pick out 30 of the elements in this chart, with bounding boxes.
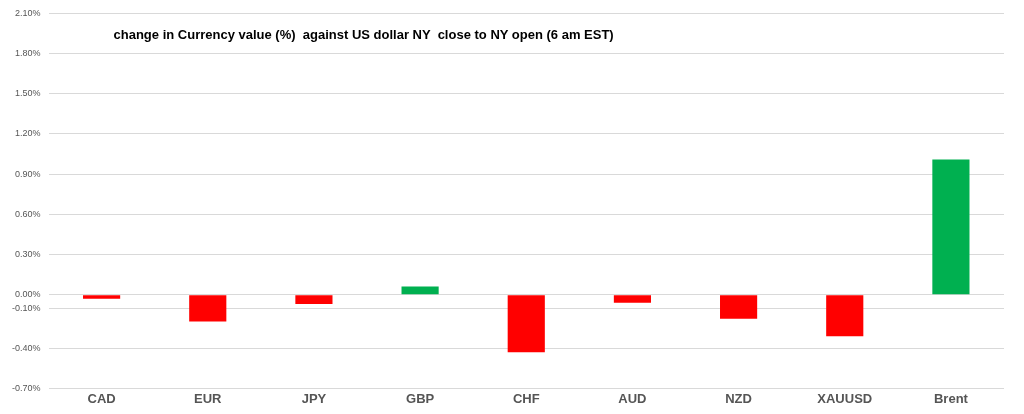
bar — [932, 159, 970, 295]
bar — [826, 295, 864, 337]
y-tick-label: 2.10% — [14, 7, 41, 18]
y-tick-label: 0.60% — [14, 208, 41, 219]
y-tick-label: 1.50% — [14, 88, 41, 99]
x-tick-label: CAD — [87, 390, 116, 406]
x-tick-label: EUR — [194, 390, 223, 406]
y-tick-label: -0.70% — [11, 382, 41, 393]
x-tick-label: CHF — [512, 390, 540, 406]
x-tick-label: XAUUSD — [817, 390, 873, 406]
y-tick-label: -0.10% — [11, 302, 41, 313]
y-tick-label: 0.30% — [14, 248, 41, 259]
x-tick-label: NZD — [725, 390, 752, 406]
x-tick-label: JPY — [301, 390, 327, 406]
y-tick-label: 1.80% — [14, 48, 41, 59]
bar — [83, 295, 121, 299]
x-tick-label: AUD — [618, 390, 647, 406]
y-tick-label: 0.90% — [14, 168, 41, 179]
text: change in Currency value (%) against US dollar NY close to NY open (6 am EST) — [113, 26, 614, 42]
y-tick-label: -0.40% — [11, 342, 41, 353]
x-tick-label: Brent — [933, 390, 969, 406]
bar — [613, 295, 651, 303]
bar — [720, 295, 758, 319]
y-tick-label: 1.20% — [14, 128, 41, 139]
bar — [401, 286, 439, 295]
y-tick-label: 0.00% — [14, 289, 41, 300]
bar — [507, 295, 545, 353]
x-tick-label: GBP — [406, 390, 435, 406]
bar — [295, 295, 333, 305]
bar — [189, 295, 227, 322]
